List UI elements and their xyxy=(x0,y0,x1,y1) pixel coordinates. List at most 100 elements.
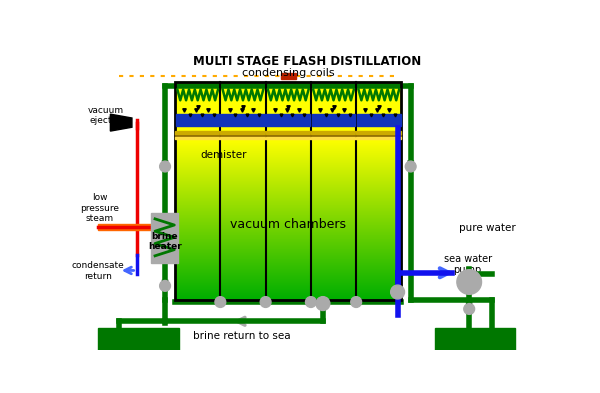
Bar xyxy=(175,173,220,174)
Bar xyxy=(266,193,311,194)
Bar xyxy=(357,114,401,127)
Bar xyxy=(311,219,356,220)
Circle shape xyxy=(391,285,404,299)
Bar xyxy=(356,154,401,155)
Bar xyxy=(356,232,401,233)
Bar xyxy=(311,275,356,276)
Bar xyxy=(220,297,266,298)
Bar xyxy=(356,184,401,185)
Bar xyxy=(175,211,220,212)
Bar xyxy=(220,178,266,179)
Bar xyxy=(266,238,311,239)
Bar xyxy=(356,203,401,204)
Bar xyxy=(175,285,220,286)
Bar xyxy=(311,293,356,294)
Bar xyxy=(311,140,356,141)
Bar xyxy=(356,226,401,227)
Bar xyxy=(220,140,266,141)
Bar xyxy=(220,262,266,263)
Bar xyxy=(356,267,401,268)
Bar xyxy=(220,283,266,284)
Bar xyxy=(266,279,311,280)
Bar xyxy=(311,141,356,142)
Bar xyxy=(311,169,356,170)
Bar xyxy=(220,179,266,180)
Bar xyxy=(266,227,311,228)
Bar xyxy=(356,214,401,215)
Bar xyxy=(220,242,266,243)
Bar xyxy=(220,149,266,151)
Bar xyxy=(311,231,356,232)
Bar xyxy=(311,154,356,155)
Bar xyxy=(356,289,401,290)
Bar xyxy=(311,251,356,252)
Bar xyxy=(220,286,266,287)
Bar xyxy=(356,194,401,195)
Bar xyxy=(311,245,356,246)
Bar xyxy=(311,168,356,169)
Bar xyxy=(356,140,401,141)
Bar xyxy=(175,142,220,143)
Bar xyxy=(266,198,311,199)
Bar xyxy=(311,271,356,272)
Bar xyxy=(356,185,401,187)
Bar xyxy=(220,182,266,183)
Bar xyxy=(220,173,266,174)
Bar xyxy=(356,263,401,264)
Bar xyxy=(220,231,266,232)
Bar xyxy=(266,249,311,250)
Bar xyxy=(356,238,401,239)
Circle shape xyxy=(316,297,330,310)
Bar xyxy=(266,272,311,273)
Bar xyxy=(220,151,266,152)
Bar xyxy=(356,229,401,230)
Bar xyxy=(175,215,220,216)
Bar xyxy=(266,196,311,197)
Bar xyxy=(151,213,178,263)
Bar xyxy=(266,239,311,241)
Bar xyxy=(311,283,356,284)
Bar xyxy=(220,265,266,266)
Bar xyxy=(266,186,311,187)
Bar xyxy=(220,230,266,231)
Bar xyxy=(220,168,266,169)
Bar xyxy=(311,188,356,189)
Bar xyxy=(356,201,401,202)
Bar xyxy=(311,218,356,219)
Bar xyxy=(175,283,220,284)
Bar xyxy=(356,272,401,273)
Bar xyxy=(220,216,266,217)
Bar xyxy=(266,131,311,134)
Bar xyxy=(175,276,220,277)
Bar xyxy=(311,260,356,261)
Bar xyxy=(266,268,311,269)
Bar xyxy=(220,261,266,262)
Bar xyxy=(220,222,266,223)
Bar xyxy=(266,242,311,243)
Bar xyxy=(266,170,311,171)
Bar xyxy=(266,280,311,281)
Bar xyxy=(266,284,311,285)
Bar xyxy=(220,299,266,300)
Bar xyxy=(220,203,266,204)
Bar xyxy=(356,179,401,180)
Bar xyxy=(266,237,311,238)
Bar xyxy=(356,208,401,209)
Bar xyxy=(266,145,311,147)
Bar xyxy=(220,239,266,241)
Bar xyxy=(356,294,401,295)
Bar xyxy=(220,202,266,203)
Bar xyxy=(220,165,266,166)
Bar xyxy=(311,160,356,161)
Bar xyxy=(311,237,356,238)
Bar xyxy=(266,114,310,127)
Bar xyxy=(356,236,401,237)
Bar xyxy=(266,283,311,284)
Bar xyxy=(175,297,220,298)
Bar xyxy=(220,212,266,213)
Bar xyxy=(175,163,220,164)
Bar xyxy=(266,213,311,214)
Bar xyxy=(311,202,356,203)
Bar xyxy=(266,146,311,147)
Bar xyxy=(266,244,311,245)
